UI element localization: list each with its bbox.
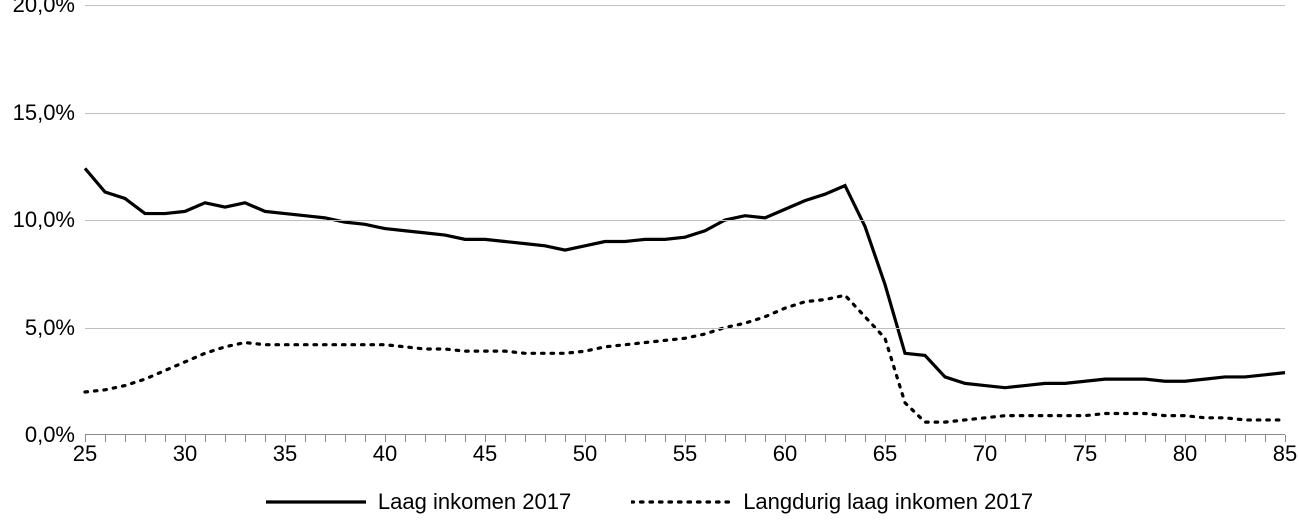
x-tick-mark	[525, 435, 526, 442]
x-tick-mark	[565, 435, 566, 442]
x-tick-mark	[1045, 435, 1046, 442]
gridline	[85, 5, 1285, 6]
legend: Laag inkomen 2017 Langdurig laag inkomen …	[0, 487, 1299, 515]
x-tick-mark	[845, 435, 846, 442]
x-tick-label: 80	[1173, 441, 1197, 467]
x-tick-mark	[945, 435, 946, 442]
x-tick-mark	[345, 435, 346, 442]
x-tick-mark	[1245, 435, 1246, 442]
x-tick-mark	[405, 435, 406, 442]
x-tick-mark	[165, 435, 166, 442]
gridline	[85, 220, 1285, 221]
x-tick-mark	[805, 435, 806, 442]
x-tick-mark	[305, 435, 306, 442]
x-tick-label: 35	[273, 441, 297, 467]
x-tick-mark	[725, 435, 726, 442]
legend-item-laag: Laag inkomen 2017	[266, 489, 571, 515]
x-tick-label: 30	[173, 441, 197, 467]
line-chart: 0,0% 5,0% 10,0% 15,0% 20,0% 25 30 35 40 45 50 55 60 6…	[0, 0, 1299, 530]
x-tick-mark	[245, 435, 246, 442]
x-tick-label: 60	[773, 441, 797, 467]
y-tick-label: 5,0%	[25, 315, 75, 341]
x-tick-label: 25	[73, 441, 97, 467]
gridline	[85, 328, 1285, 329]
x-tick-mark	[925, 435, 926, 442]
x-tick-label: 50	[573, 441, 597, 467]
x-tick-mark	[1025, 435, 1026, 442]
series-laag	[85, 168, 1285, 387]
x-tick-mark	[645, 435, 646, 442]
x-tick-mark	[445, 435, 446, 442]
x-tick-mark	[1105, 435, 1106, 442]
y-tick-label: 20,0%	[13, 0, 75, 18]
y-tick-label: 10,0%	[13, 207, 75, 233]
legend-label: Langdurig laag inkomen 2017	[743, 489, 1033, 515]
x-tick-mark	[265, 435, 266, 442]
x-tick-mark	[125, 435, 126, 442]
x-tick-mark	[965, 435, 966, 442]
legend-line-icon	[631, 497, 731, 507]
series-langdurig	[85, 295, 1285, 422]
x-tick-mark	[105, 435, 106, 442]
legend-line-icon	[266, 497, 366, 507]
x-tick-mark	[1145, 435, 1146, 442]
x-tick-mark	[145, 435, 146, 442]
x-tick-mark	[1225, 435, 1226, 442]
x-tick-mark	[1205, 435, 1206, 442]
gridline	[85, 113, 1285, 114]
x-tick-mark	[465, 435, 466, 442]
x-tick-mark	[705, 435, 706, 442]
x-tick-label: 65	[873, 441, 897, 467]
x-tick-mark	[365, 435, 366, 442]
x-tick-label: 40	[373, 441, 397, 467]
x-tick-label: 55	[673, 441, 697, 467]
x-tick-mark	[865, 435, 866, 442]
y-tick-label: 0,0%	[25, 422, 75, 448]
x-tick-mark	[1125, 435, 1126, 442]
y-tick-label: 15,0%	[13, 100, 75, 126]
x-tick-mark	[1265, 435, 1266, 442]
legend-item-langdurig: Langdurig laag inkomen 2017	[631, 489, 1033, 515]
x-tick-mark	[545, 435, 546, 442]
x-tick-mark	[205, 435, 206, 442]
x-tick-label: 75	[1073, 441, 1097, 467]
x-tick-label: 70	[973, 441, 997, 467]
legend-label: Laag inkomen 2017	[378, 489, 571, 515]
x-tick-mark	[1065, 435, 1066, 442]
x-tick-mark	[1005, 435, 1006, 442]
x-tick-label: 85	[1273, 441, 1297, 467]
x-tick-label: 45	[473, 441, 497, 467]
x-tick-mark	[225, 435, 226, 442]
x-tick-mark	[665, 435, 666, 442]
x-tick-mark	[425, 435, 426, 442]
x-tick-mark	[905, 435, 906, 442]
x-tick-mark	[505, 435, 506, 442]
x-tick-mark	[825, 435, 826, 442]
x-tick-mark	[605, 435, 606, 442]
x-tick-mark	[1165, 435, 1166, 442]
x-tick-mark	[325, 435, 326, 442]
x-tick-mark	[745, 435, 746, 442]
x-tick-mark	[765, 435, 766, 442]
plot-area: 0,0%5,0%10,0%15,0%20,0%25303540455055606…	[85, 5, 1285, 435]
x-tick-mark	[625, 435, 626, 442]
